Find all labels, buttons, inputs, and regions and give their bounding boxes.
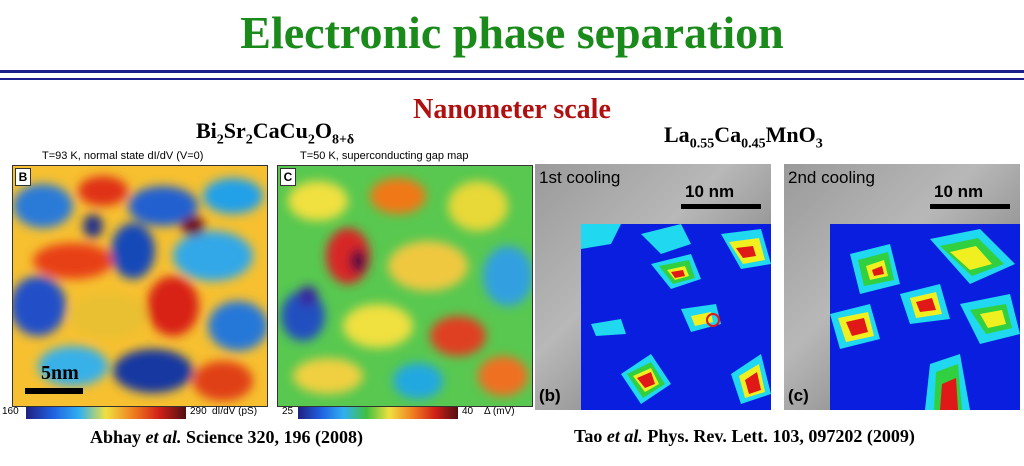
lcmo-phase-map-b xyxy=(581,224,771,410)
panel-c-letter: C xyxy=(280,168,296,186)
first-cooling-label: 1st cooling xyxy=(539,168,621,187)
gap-map-image xyxy=(278,166,532,406)
tem-c-scale-text: 10 nm xyxy=(934,182,984,201)
bscco-formula: Bi2Sr2CaCu2O8+δ xyxy=(196,118,355,148)
citation-abhay: Abhay et al. Science 320, 196 (2008) xyxy=(90,427,363,447)
scale-label-5nm: 5nm xyxy=(41,362,79,384)
colorbar-c-min: 25 xyxy=(282,406,294,417)
colorbar-c-unit: Δ (mV) xyxy=(484,406,515,417)
panel-b-caption: T=93 K, normal state dI/dV (V=0) xyxy=(42,150,204,162)
slide-title: Electronic phase separation xyxy=(240,7,784,58)
second-cooling-label: 2nd cooling xyxy=(788,168,875,187)
tem-b-scale-bar xyxy=(681,204,761,209)
lcmo-phase-map-c xyxy=(830,224,1020,410)
panel-c-caption: T=50 K, superconducting gap map xyxy=(300,150,469,162)
colorbar-b-max: 290 xyxy=(190,406,207,417)
stm-conductance-map: B 5nm xyxy=(12,165,268,407)
tem-panel-1st-cooling: 1st cooling 10 nm (b) xyxy=(535,164,771,410)
slide-subtitle: Nanometer scale xyxy=(413,94,611,125)
tem-c-scale-bar xyxy=(930,204,1010,209)
tem-b-scale-text: 10 nm xyxy=(685,182,735,201)
title-rule-bottom xyxy=(0,78,1024,80)
colorbar-b-unit: dI/dV (pS) xyxy=(212,406,258,417)
colorbar-b-min: 160 xyxy=(2,406,19,417)
tem-c-letter: (c) xyxy=(788,386,809,405)
citation-tao: Tao et al. Phys. Rev. Lett. 103, 097202 … xyxy=(574,426,915,446)
conductance-map-image xyxy=(13,166,267,406)
lcmo-formula: La0.55Ca0.45MnO3 xyxy=(664,122,823,152)
tem-panel-2nd-cooling: 2nd cooling 10 nm (c) xyxy=(784,164,1020,410)
panel-b-letter: B xyxy=(15,168,31,186)
tem-b-letter: (b) xyxy=(539,386,561,405)
scale-bar xyxy=(25,388,83,394)
gap-map: C xyxy=(277,165,533,407)
colorbar-b xyxy=(26,407,186,419)
colorbar-c-max: 40 xyxy=(462,406,474,417)
colorbar-c xyxy=(298,407,458,419)
title-rule-top xyxy=(0,70,1024,73)
